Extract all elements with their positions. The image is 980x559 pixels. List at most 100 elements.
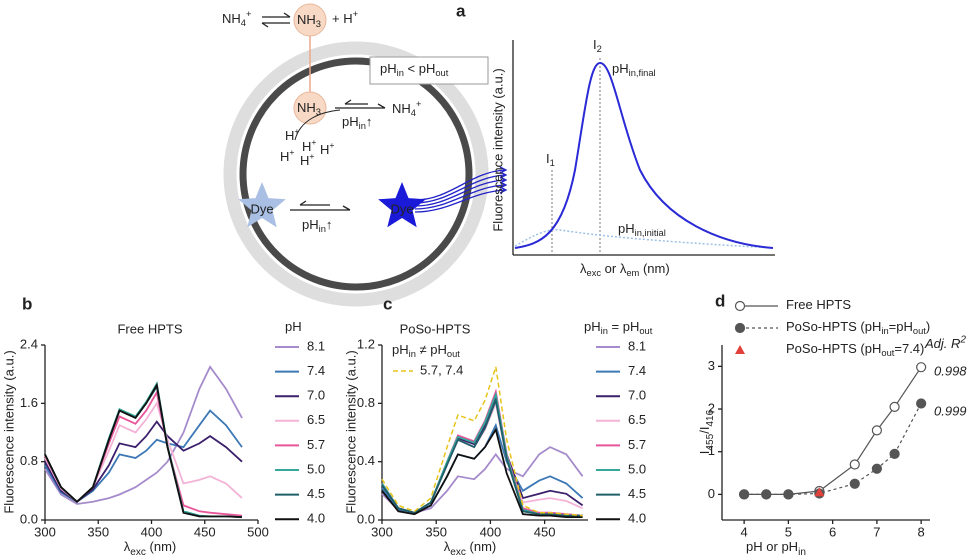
x-axis-label: λexc (nm) (444, 539, 497, 557)
x-axis-label-part: exc (450, 547, 466, 558)
legend-label: 4.0 (628, 511, 646, 526)
schematic-x-label: λexc or λem (nm) (580, 261, 670, 278)
i2-label-part: I (593, 37, 597, 52)
eq-right-part: + H (332, 11, 353, 26)
dye-arrow (290, 200, 351, 211)
legend-label: PoSo-HPTS (pHin=pHout) (786, 319, 930, 336)
chart-title: PoSo-HPTS (400, 321, 471, 336)
panel-letter: a (456, 1, 466, 20)
legend-label: 4.0 (307, 511, 325, 526)
final-spectrum (514, 62, 774, 249)
proton: H+ (320, 140, 334, 157)
fit-value: 0.999 (934, 403, 967, 418)
annotation-part: ≠ pH (416, 342, 447, 357)
schematic-x-label-part: or λ (601, 261, 627, 276)
legend-label: 4.5 (307, 486, 325, 501)
spectrum-line (44, 389, 243, 517)
x-axis-label-part: (nm) (466, 539, 496, 554)
y-axis-label-part: 455 (705, 433, 716, 450)
ph-box-label-part: pH (380, 61, 397, 76)
data-point (916, 362, 927, 373)
eq-right-part: + (353, 9, 358, 19)
data-point (849, 478, 860, 489)
data-point (761, 489, 772, 500)
legend-marker (735, 345, 745, 354)
legend-label: 7.4 (307, 363, 325, 378)
legend-label-part: ) (926, 319, 930, 334)
x-tick-label: 7 (873, 524, 880, 539)
fit-line (744, 366, 922, 495)
annotation-part: in (409, 349, 416, 359)
y-tick-label: 2.4 (20, 336, 38, 351)
proton-part: + (329, 140, 334, 150)
legend-title-part: = pH (608, 319, 639, 334)
spectrum-line (381, 392, 584, 514)
legend-label: 5.0 (628, 461, 646, 476)
legend-title: pHin = pHout (584, 319, 653, 336)
proton-part: + (311, 137, 316, 147)
y-axis-label-part: 416 (705, 409, 716, 426)
spectrum-line (381, 388, 583, 517)
final-label-part: in,final (629, 68, 656, 78)
y-tick-label: 0 (708, 486, 715, 501)
legend-label: 5.7 (307, 437, 325, 452)
spectrum-line (381, 391, 583, 517)
y-tick-label: 3 (708, 358, 715, 373)
initial-label-part: pH (618, 221, 635, 236)
chart: 300 350 400 450 500 0.0 0.8 1.6 2.4 Free HPTS 8.1 7… (20, 321, 325, 539)
chart-title: Free HPTS (117, 321, 182, 336)
annotation-part: pH (392, 342, 409, 357)
x-axis-label: pH or pHin (746, 539, 806, 557)
x-tick-label: 300 (371, 524, 393, 539)
schematic-x-label-part: em (626, 268, 639, 278)
x-axis-label-part: (nm) (146, 539, 176, 554)
spectrum-line (381, 446, 584, 514)
schematic-x-label-part: exc (587, 268, 602, 278)
x-tick-label: 450 (194, 524, 216, 539)
schematic-y-label: Fluorescence intensity (a.u.) (490, 68, 505, 231)
fit-label: Adj. R2 (924, 334, 966, 351)
eq-nh3: NH3 (297, 12, 321, 29)
legend-label: 5.7 (628, 437, 646, 452)
legend-title-part: out (639, 326, 652, 336)
y-tick-label: 1.6 (20, 395, 38, 410)
proton-part: + (309, 151, 314, 161)
spectrum-line (44, 382, 243, 518)
panel-letter: b (22, 294, 32, 313)
ph-up-part: ↑ (366, 114, 373, 129)
legend-label: 7.0 (307, 388, 325, 403)
legend-label-part: out (881, 348, 894, 358)
spectrum-line (381, 400, 583, 514)
spectrum-line (44, 420, 243, 503)
chart: 300 350 400 450 0.0 0.4 0.8 1.2 PoSo-HPTS 8.1 7.4 7… (357, 321, 646, 539)
final-label-part: pH (612, 61, 629, 76)
legend-label-part: Free HPTS (786, 297, 851, 312)
ph-up-part: in (319, 224, 326, 234)
eq-nh3-part: 3 (316, 19, 321, 29)
inner-nh3: NH3 (297, 100, 321, 117)
legend-title-part: in (601, 326, 608, 336)
y-tick-label: 0.8 (20, 453, 38, 468)
ph-up-part: in (359, 121, 366, 131)
legend-label: 8.1 (307, 338, 325, 353)
legend-label: 7.0 (628, 388, 646, 403)
dye-label: Dye (390, 201, 413, 216)
annotation: pHin ≠ pHout (392, 342, 460, 359)
y-axis-label-part: /I (697, 427, 712, 434)
y-tick-label: 2 (708, 400, 715, 415)
x-tick-label: 350 (87, 524, 109, 539)
y-tick-label: 0.0 (357, 511, 375, 526)
eq-left-part: + (246, 9, 251, 19)
ph-up-part: pH (302, 217, 319, 232)
y-axis-label: Fluorescence intensity (a.u.) (1, 350, 16, 513)
x-axis-label: λexc (nm) (124, 539, 177, 557)
dye-star-dark (378, 182, 426, 228)
legend-label-part: out (913, 326, 926, 336)
legend-label: 5.0 (307, 461, 325, 476)
x-tick-label: 400 (141, 524, 163, 539)
y-axis-label: Fluorescence intensity (a.u.) (343, 350, 358, 513)
data-point (814, 487, 825, 497)
legend-label: PoSo-HPTS (pHout=7.4) (786, 341, 924, 358)
x-tick-label: 400 (480, 524, 502, 539)
